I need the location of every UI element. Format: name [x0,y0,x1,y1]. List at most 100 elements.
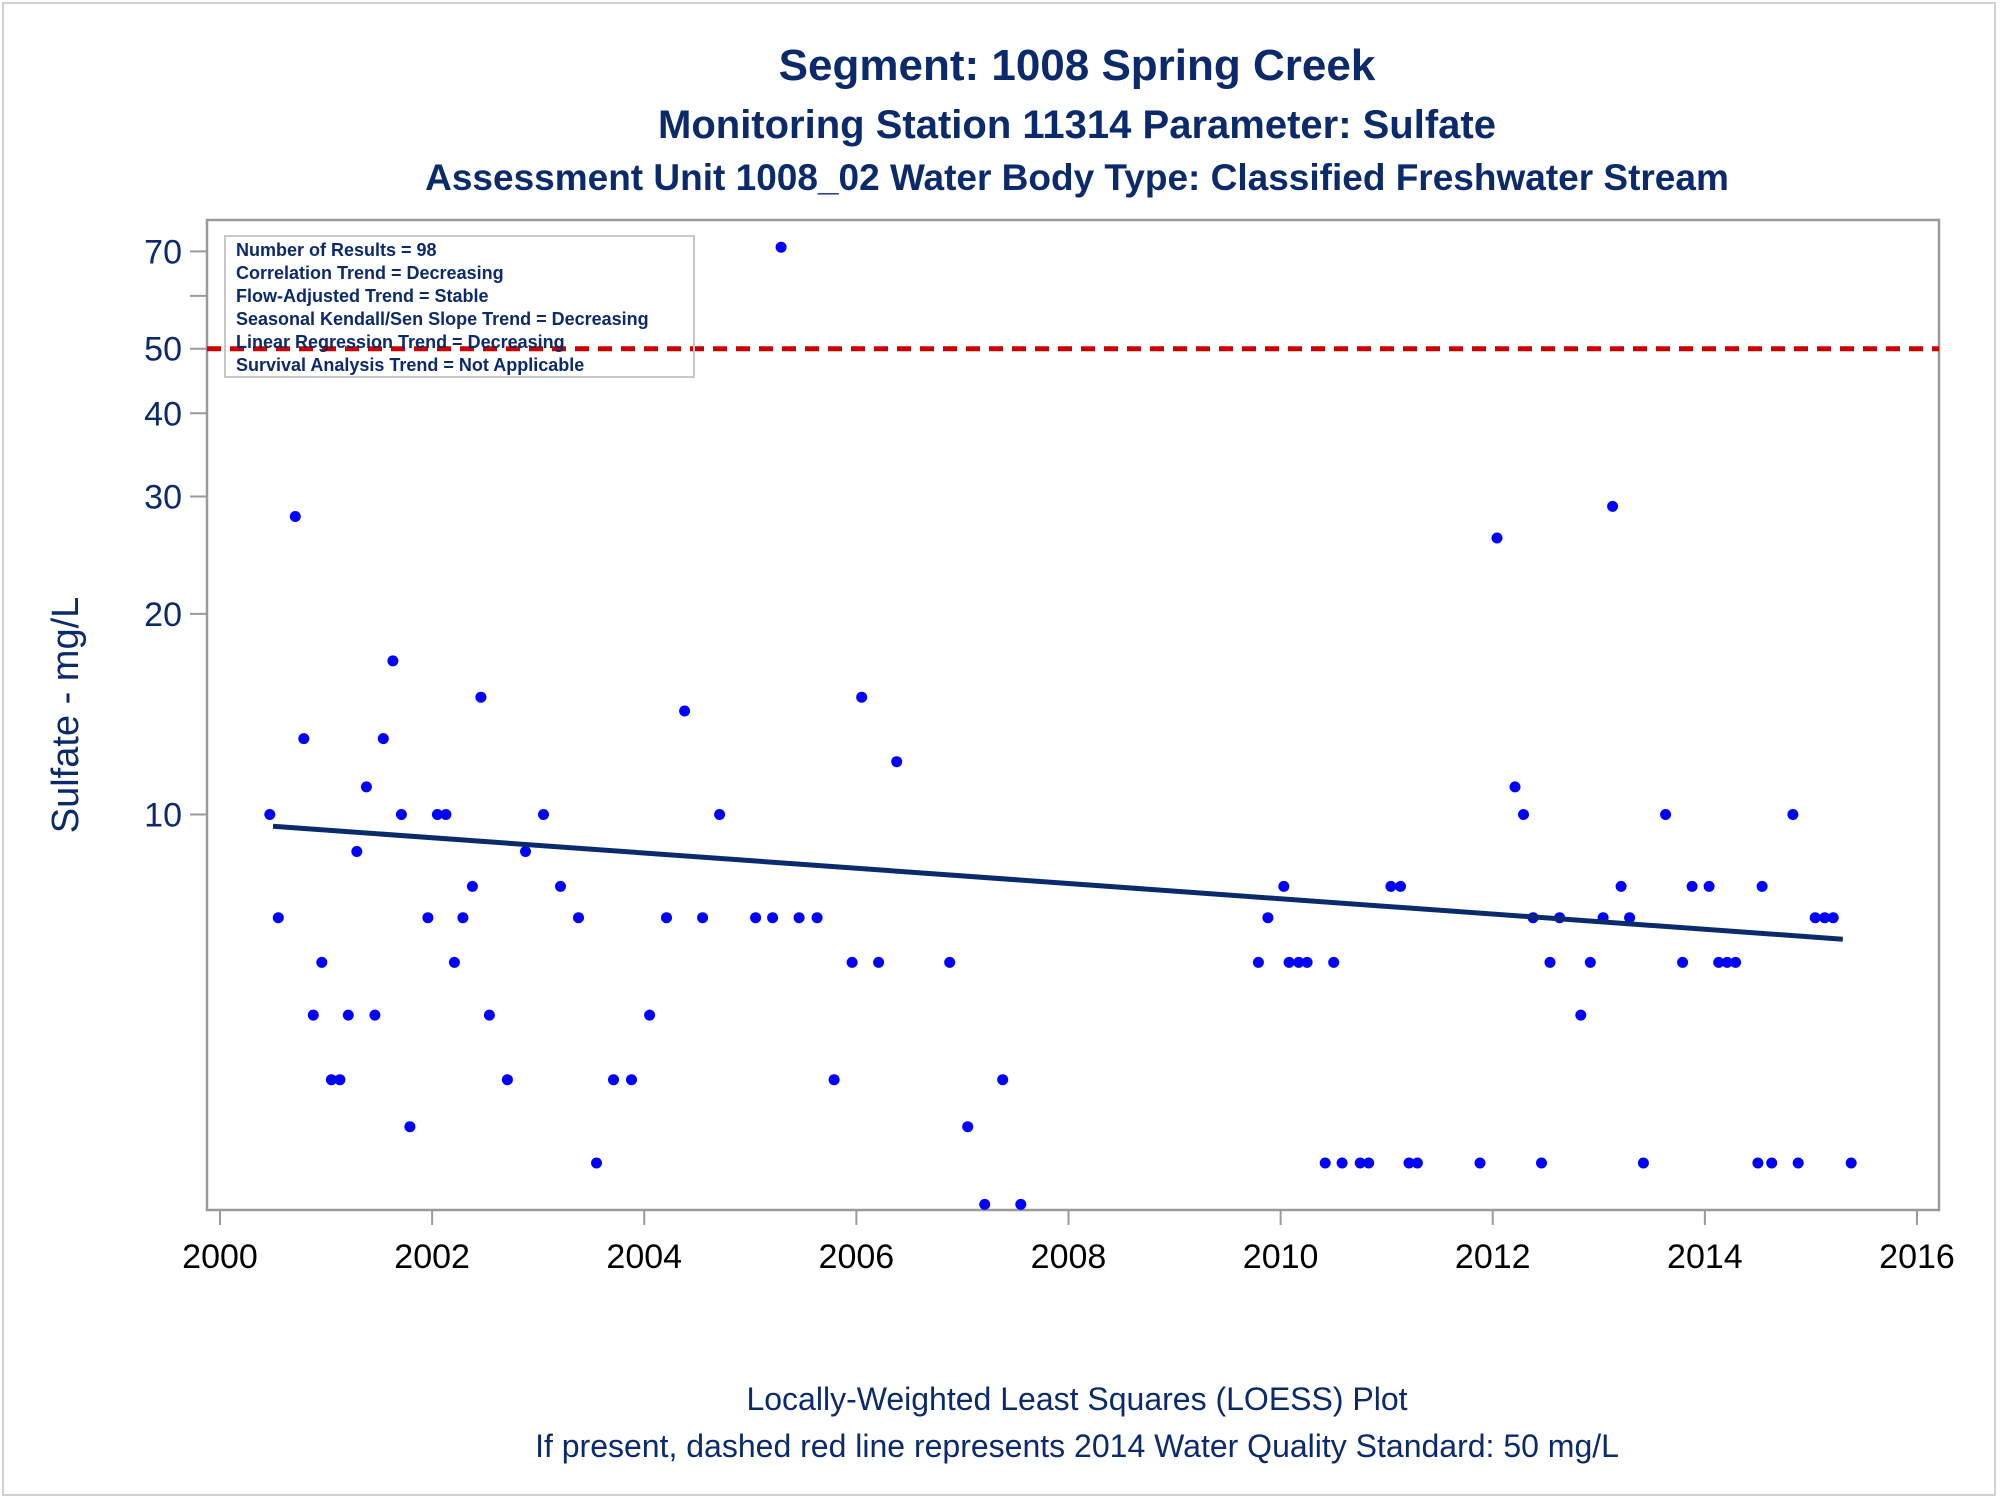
data-point [1278,880,1290,892]
data-point [520,846,531,857]
data-point [440,809,452,820]
stat-correlation-trend: Correlation Trend = Decreasing [236,263,504,283]
data-point [555,880,566,892]
x-tick-label: 2008 [1031,1238,1107,1276]
stat-flow-adjusted-trend: Flow-Adjusted Trend = Stable [236,286,489,306]
stat-survival-analysis-trend: Survival Analysis Trend = Not Applicable [236,355,584,375]
x-axis: 2000 2002 2004 2006 2008 2010 2012 2014 2016 [182,1210,1955,1276]
data-point [1385,880,1397,892]
y-tick-label: 10 [144,797,182,835]
data-point [1703,880,1715,892]
data-point [1491,532,1503,544]
data-point [387,655,399,667]
data-point [466,880,478,892]
data-point [457,912,469,924]
data-point [448,956,460,968]
data-point [404,1121,416,1133]
data-point [316,956,328,968]
chart-subtitle: Monitoring Station 11314 Parameter: Sulf… [658,103,1496,147]
data-point [351,846,363,857]
data-point [1252,956,1264,968]
stat-seasonal-kendall-trend: Seasonal Kendall/Sen Slope Trend = Decre… [236,309,649,329]
y-tick-label: 30 [144,479,182,517]
data-point [483,1009,495,1021]
data-point [289,511,301,522]
data-point [1721,956,1733,968]
data-point [1787,809,1799,820]
y-tick-label: 70 [144,233,182,271]
data-point [1756,880,1768,892]
data-point [793,912,805,924]
data-point [1301,956,1313,968]
data-point [1615,880,1627,892]
x-tick-label: 2010 [1243,1238,1319,1276]
data-point [1660,809,1672,820]
data-point [697,912,709,924]
data-point [1283,956,1295,968]
data-point [1752,1157,1764,1169]
data-point [997,1074,1009,1086]
data-point [1766,1157,1778,1169]
data-point [1845,1157,1857,1169]
data-point [1607,500,1619,512]
data-point [1336,1157,1348,1169]
x-tick-label: 2000 [182,1238,258,1276]
data-point [1677,956,1689,968]
data-point [298,733,310,745]
data-point [608,1074,619,1086]
data-point [1403,1157,1415,1169]
data-point [1363,1157,1375,1169]
y-axis-label: Sulfate - mg/L [45,597,87,834]
loess-trend-line [272,823,1843,942]
footnote-standard: If present, dashed red line represents 2… [535,1428,1619,1464]
data-point [775,241,787,253]
data-point [325,1074,337,1086]
data-point [873,956,885,968]
data-point [1354,1157,1366,1169]
chart-subtitle-2: Assessment Unit 1008_02 Water Body Type:… [425,157,1729,198]
data-point [1819,912,1831,924]
data-point [1518,809,1529,820]
data-point [1411,1157,1423,1169]
data-point [661,912,672,924]
data-point [856,691,868,703]
data-point [1575,1009,1587,1021]
data-point [334,1074,346,1086]
x-tick-label: 2002 [394,1238,470,1276]
data-point [501,1074,513,1086]
data-point [264,809,276,820]
data-point [1686,880,1698,892]
y-tick-label: 20 [144,596,182,634]
data-point [679,705,691,717]
data-point [1730,956,1742,968]
data-point [369,1009,381,1021]
data-point [1328,956,1340,968]
stats-box-frame [224,235,695,378]
data-point [846,956,858,968]
data-point [1015,1198,1027,1210]
x-tick-label: 2004 [606,1238,682,1276]
data-point [1584,956,1596,968]
data-point [979,1198,991,1210]
data-point [1474,1157,1486,1169]
data-point [1293,956,1305,968]
data-point [1262,912,1274,924]
data-point [342,1009,354,1021]
x-tick-label: 2012 [1455,1238,1531,1276]
stat-linear-regression-trend: Linear Regression Trend = Decreasing [236,332,565,352]
data-point [1544,956,1556,968]
data-point [395,809,407,820]
data-point [1792,1157,1804,1169]
x-tick-label: 2006 [819,1238,895,1276]
y-tick-label: 40 [144,395,182,433]
x-tick-label: 2014 [1667,1238,1743,1276]
data-point [811,912,823,924]
y-axis: 10 20 30 40 50 70 [144,233,207,835]
data-point [1637,1157,1649,1169]
footnote-loess: Locally-Weighted Least Squares (LOESS) P… [746,1381,1407,1417]
plot-area [205,218,1941,1212]
stats-box: Number of Results = 98 Correlation Trend… [224,235,695,378]
data-point [1395,880,1406,892]
data-point [591,1157,602,1169]
